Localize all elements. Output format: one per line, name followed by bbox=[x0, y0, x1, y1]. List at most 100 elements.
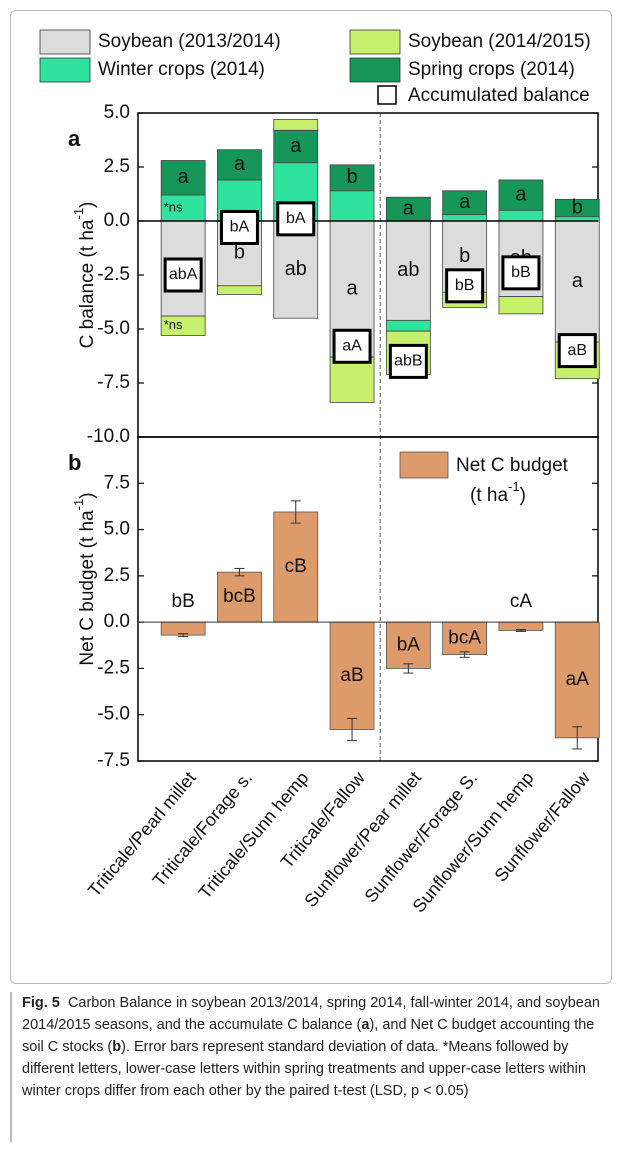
segment-label: b bbox=[572, 196, 583, 218]
segment-label: a bbox=[572, 270, 584, 292]
accumulated-box bbox=[219, 209, 259, 245]
legend-unit-part: ) bbox=[520, 485, 526, 506]
bar-segment bbox=[160, 160, 206, 196]
segment-label: a bbox=[290, 135, 302, 157]
legend-swatch bbox=[349, 29, 401, 55]
segment-label: a bbox=[403, 197, 415, 219]
panel-label: b bbox=[68, 450, 81, 475]
bar-label: bcA bbox=[448, 627, 481, 648]
x-tick-label: Triticale/Forage s. bbox=[149, 768, 256, 891]
y-tick-label: 2.5 bbox=[104, 156, 130, 177]
legend-label: Accumulated balance bbox=[408, 85, 590, 106]
bar-segment bbox=[329, 190, 375, 222]
caption: Fig. 5 Carbon Balance in soybean 2013/20… bbox=[10, 992, 614, 1142]
bar-segment bbox=[160, 315, 206, 336]
legend-unit-sup: -1 bbox=[508, 479, 520, 494]
segment-label: a bbox=[234, 153, 246, 175]
legend-label: Soybean (2013/2014) bbox=[98, 31, 281, 52]
segment-label: a bbox=[515, 183, 527, 205]
y-axis-label: C balance (t ha-1) bbox=[71, 202, 98, 349]
caption-label: Fig. 5 bbox=[22, 995, 60, 1011]
bar-label: bB bbox=[172, 591, 195, 612]
caption-text: ). Error bars represent standard deviati… bbox=[22, 1039, 586, 1099]
y-axis-label-part: ) bbox=[77, 492, 98, 498]
segment-label: ab bbox=[397, 259, 419, 281]
x-tick-label: Triticale/Pearl millet bbox=[84, 768, 200, 901]
bar-segment bbox=[329, 164, 375, 192]
bar-segment bbox=[217, 285, 262, 295]
panel-label: a bbox=[68, 126, 81, 151]
segment-label: ab bbox=[285, 258, 307, 280]
bar-label: aB bbox=[340, 665, 363, 686]
bar bbox=[385, 621, 431, 669]
legend-unit-part: (t ha bbox=[470, 485, 508, 506]
legend-label: Soybean (2014/2015) bbox=[408, 31, 591, 52]
accumulated-label: abA bbox=[169, 266, 198, 283]
plot-frame bbox=[137, 436, 599, 762]
y-axis-label-part: ) bbox=[77, 202, 98, 208]
caption-text: Carbon Balance in soybean 2013/2014, spr… bbox=[22, 995, 600, 1033]
segment-label: b bbox=[234, 242, 245, 264]
legend-label: Winter crops (2014) bbox=[98, 59, 265, 80]
bar bbox=[554, 621, 600, 739]
bar-label: aA bbox=[566, 669, 590, 690]
y-tick-label: 7.5 bbox=[104, 472, 130, 493]
y-tick-label: -2.5 bbox=[97, 264, 130, 285]
figure-frame bbox=[10, 10, 612, 984]
y-tick-label: 0.0 bbox=[104, 611, 130, 632]
bar-segment bbox=[385, 319, 431, 332]
y-tick-label: -5.0 bbox=[97, 704, 130, 725]
legend-swatch bbox=[349, 57, 401, 83]
legend-unit: (t ha-1) bbox=[470, 479, 526, 506]
segment-label: *ns bbox=[164, 317, 183, 332]
y-tick-label: 5.0 bbox=[104, 102, 130, 123]
bar-segment bbox=[442, 214, 488, 222]
accumulated-label: bB bbox=[511, 264, 531, 281]
caption-text: a bbox=[361, 1017, 370, 1033]
bar-segment bbox=[329, 356, 375, 403]
y-tick-label: 5.0 bbox=[104, 519, 130, 540]
chart: 5.02.50.0-2.5-5.0-7.5-10.0C balance (t h… bbox=[39, 29, 600, 916]
bar-label: cA bbox=[510, 591, 533, 612]
legend-label: Net C budget bbox=[456, 455, 569, 476]
bar-segment bbox=[273, 119, 319, 131]
accumulated-box bbox=[557, 333, 597, 369]
accumulated-box bbox=[163, 257, 203, 293]
bar bbox=[329, 621, 375, 730]
y-axis-label: Net C budget (t ha-1) bbox=[71, 492, 98, 665]
segment-label: a bbox=[346, 277, 358, 299]
accumulated-box bbox=[332, 328, 372, 364]
y-axis-label-part: C balance (t ha bbox=[77, 219, 98, 348]
segment-label: a bbox=[459, 191, 471, 213]
accumulated-label: aA bbox=[342, 337, 362, 354]
segment-label: b bbox=[459, 245, 470, 267]
segment-label: b bbox=[346, 166, 357, 188]
accumulated-box bbox=[501, 255, 541, 291]
bar-label: cB bbox=[285, 556, 307, 577]
legend-swatch bbox=[39, 57, 91, 83]
bar-segment bbox=[442, 190, 488, 215]
accumulated-label: bA bbox=[286, 210, 306, 227]
accumulated-label: bB bbox=[455, 277, 475, 294]
legend-swatch bbox=[399, 451, 449, 479]
x-tick-label: Sunflower/Fallow bbox=[491, 767, 595, 886]
y-axis-label-sup: -1 bbox=[71, 208, 86, 220]
segment-label: a bbox=[178, 166, 190, 188]
accumulated-label: bA bbox=[230, 219, 250, 236]
legend-swatch bbox=[377, 85, 397, 105]
bar-segment bbox=[498, 296, 544, 315]
bar-segment bbox=[554, 198, 600, 218]
bar bbox=[273, 511, 319, 623]
caption-text: ), and Net C budget accounting the soil … bbox=[22, 1017, 595, 1055]
legend-swatch bbox=[39, 29, 91, 55]
bar-segment bbox=[217, 149, 262, 181]
bar-label: bcB bbox=[223, 586, 256, 607]
y-tick-label: -10.0 bbox=[87, 426, 130, 447]
y-tick-label: 0.0 bbox=[104, 210, 130, 231]
y-tick-label: -7.5 bbox=[97, 750, 130, 771]
bar bbox=[217, 571, 262, 623]
bar bbox=[442, 621, 488, 655]
accumulated-label: abB bbox=[394, 353, 422, 370]
y-tick-label: 2.5 bbox=[104, 565, 130, 586]
segment-label: *ns bbox=[164, 199, 183, 214]
